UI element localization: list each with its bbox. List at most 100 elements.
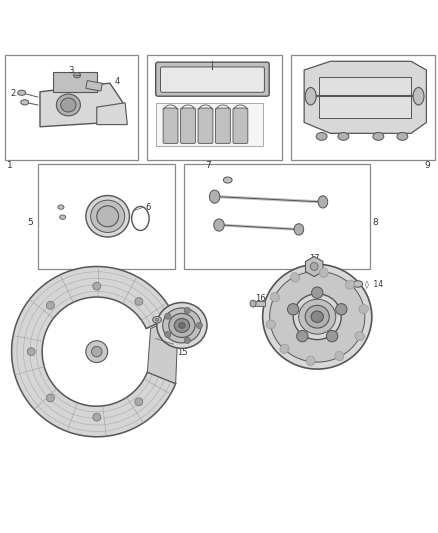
Ellipse shape [97, 206, 119, 227]
Polygon shape [304, 61, 426, 133]
Ellipse shape [250, 300, 256, 307]
Circle shape [27, 348, 35, 356]
Ellipse shape [174, 318, 190, 333]
Circle shape [196, 322, 202, 328]
Ellipse shape [373, 133, 384, 140]
Circle shape [93, 413, 101, 421]
Ellipse shape [291, 273, 300, 282]
Ellipse shape [270, 271, 365, 362]
Polygon shape [147, 316, 178, 384]
Circle shape [297, 330, 308, 342]
Ellipse shape [299, 299, 336, 334]
Ellipse shape [60, 215, 66, 220]
Polygon shape [97, 103, 127, 125]
Bar [38, 164, 175, 269]
Ellipse shape [413, 87, 424, 105]
Ellipse shape [169, 313, 195, 337]
Ellipse shape [280, 344, 289, 353]
Bar [5, 55, 138, 159]
Ellipse shape [266, 320, 276, 329]
Ellipse shape [61, 98, 76, 112]
Bar [86, 80, 102, 91]
Ellipse shape [346, 280, 355, 289]
Circle shape [46, 394, 54, 402]
Ellipse shape [58, 205, 64, 209]
Bar [147, 55, 283, 159]
Circle shape [336, 304, 347, 315]
Ellipse shape [263, 264, 372, 369]
Text: 6: 6 [145, 203, 151, 212]
Ellipse shape [155, 318, 159, 321]
Ellipse shape [316, 133, 327, 140]
Ellipse shape [335, 351, 344, 361]
Text: 16: 16 [255, 294, 265, 303]
FancyBboxPatch shape [155, 62, 269, 96]
FancyBboxPatch shape [198, 108, 213, 143]
Text: 8: 8 [372, 219, 378, 228]
Ellipse shape [57, 94, 81, 116]
Text: 11: 11 [303, 305, 314, 314]
Circle shape [311, 287, 323, 298]
Circle shape [165, 313, 171, 319]
Bar [184, 164, 370, 269]
Ellipse shape [397, 133, 408, 140]
Polygon shape [53, 72, 97, 92]
Bar [155, 103, 263, 147]
Text: 15: 15 [177, 349, 187, 358]
Circle shape [184, 337, 191, 343]
Bar [291, 55, 435, 159]
Ellipse shape [18, 90, 25, 95]
Ellipse shape [270, 293, 279, 302]
Ellipse shape [319, 268, 328, 277]
Text: 5: 5 [28, 219, 33, 228]
Text: 7: 7 [205, 161, 211, 169]
Ellipse shape [338, 133, 349, 140]
FancyBboxPatch shape [163, 108, 178, 143]
Text: 10: 10 [278, 305, 288, 314]
Polygon shape [12, 266, 176, 437]
Ellipse shape [86, 196, 130, 237]
FancyBboxPatch shape [160, 67, 265, 92]
Ellipse shape [305, 87, 316, 105]
Text: 2: 2 [11, 88, 15, 98]
Ellipse shape [162, 308, 201, 343]
Polygon shape [319, 77, 411, 118]
Ellipse shape [318, 196, 328, 208]
Ellipse shape [74, 72, 81, 78]
Text: 9: 9 [425, 161, 431, 169]
Ellipse shape [293, 294, 341, 340]
Ellipse shape [209, 190, 220, 203]
Circle shape [310, 263, 318, 270]
Ellipse shape [359, 304, 368, 313]
Circle shape [326, 330, 338, 342]
Text: 4: 4 [115, 77, 120, 86]
Circle shape [86, 341, 108, 362]
Ellipse shape [353, 281, 363, 287]
Ellipse shape [294, 224, 304, 235]
Text: 1: 1 [7, 161, 13, 169]
FancyBboxPatch shape [180, 108, 195, 143]
Text: ◊  14: ◊ 14 [365, 279, 384, 288]
Ellipse shape [157, 303, 207, 349]
Ellipse shape [223, 177, 232, 183]
Text: ◊ 13: ◊ 13 [167, 315, 183, 324]
Circle shape [287, 304, 299, 315]
Ellipse shape [152, 317, 161, 323]
Ellipse shape [311, 311, 323, 322]
Ellipse shape [305, 305, 329, 328]
Circle shape [135, 297, 143, 305]
Bar [254, 302, 265, 306]
Circle shape [93, 282, 101, 290]
Circle shape [46, 301, 54, 309]
FancyBboxPatch shape [215, 108, 230, 143]
Circle shape [92, 346, 102, 357]
Circle shape [165, 332, 171, 338]
Circle shape [135, 398, 143, 406]
Text: 3: 3 [69, 67, 74, 75]
Ellipse shape [214, 219, 224, 231]
Text: 17: 17 [309, 254, 319, 263]
Ellipse shape [355, 332, 364, 341]
Polygon shape [40, 83, 123, 127]
Text: 12: 12 [177, 342, 187, 351]
FancyBboxPatch shape [233, 108, 248, 143]
